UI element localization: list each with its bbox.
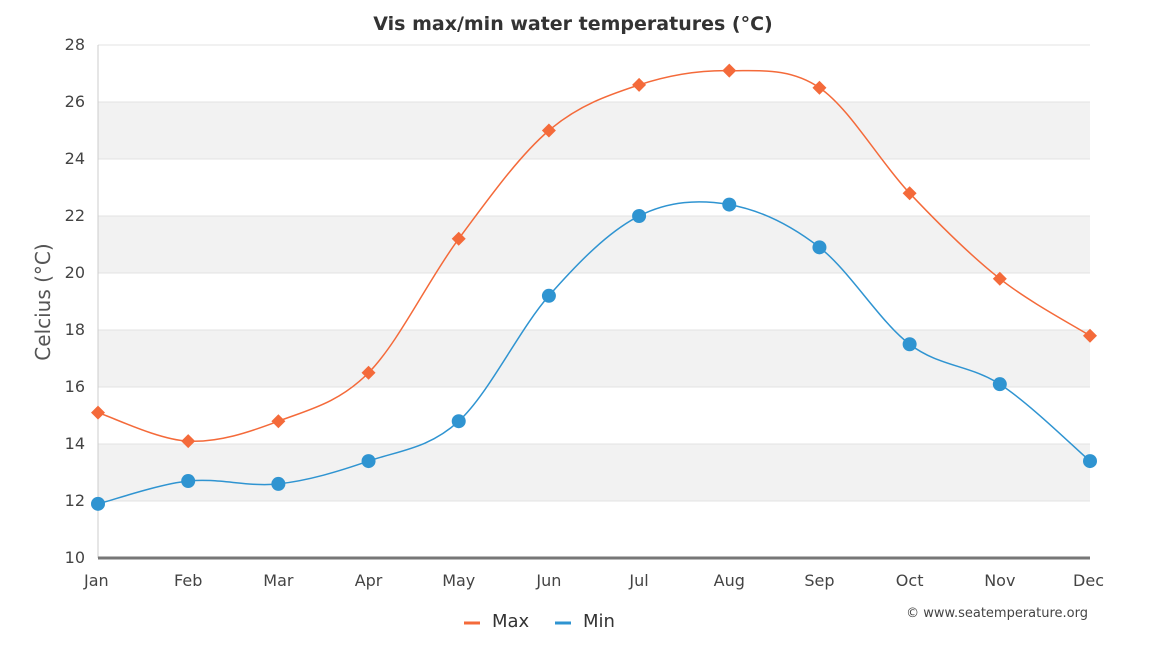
y-tick-label: 20 xyxy=(65,263,85,282)
data-point-max[interactable] xyxy=(91,405,105,420)
x-tick-label: Aug xyxy=(714,571,745,590)
x-tick-label: Nov xyxy=(984,571,1015,590)
data-point-max[interactable] xyxy=(902,186,917,201)
y-axis-ticks: 10 12 14 16 18 20 22 24 26 28 xyxy=(65,35,85,567)
data-point-max[interactable] xyxy=(361,365,376,380)
data-point-min[interactable] xyxy=(91,496,105,511)
data-point-max[interactable] xyxy=(1083,328,1097,343)
series-layer xyxy=(91,63,1097,511)
data-point-max[interactable] xyxy=(992,271,1007,286)
data-point-min[interactable] xyxy=(271,476,286,491)
data-point-max[interactable] xyxy=(271,414,286,429)
data-point-min[interactable] xyxy=(902,337,917,352)
data-point-max[interactable] xyxy=(451,231,466,246)
legend-item-max[interactable]: Max xyxy=(464,611,530,632)
y-tick-label: 16 xyxy=(65,377,85,396)
x-tick-label: May xyxy=(442,571,475,590)
grid-band xyxy=(98,273,1090,330)
grid-band xyxy=(98,159,1090,216)
grid-band xyxy=(98,45,1090,102)
x-tick-label: Apr xyxy=(355,571,383,590)
data-point-max[interactable] xyxy=(812,80,827,95)
grid-band xyxy=(98,387,1090,444)
x-tick-label: Sep xyxy=(804,571,834,590)
grid-band xyxy=(98,501,1090,558)
data-point-min[interactable] xyxy=(812,240,827,255)
data-point-max[interactable] xyxy=(541,123,556,138)
data-point-min[interactable] xyxy=(1083,454,1097,469)
legend-label-min: Min xyxy=(583,611,615,632)
x-tick-label: Jun xyxy=(535,571,561,590)
x-tick-label: Feb xyxy=(174,571,202,590)
y-tick-label: 18 xyxy=(65,320,85,339)
data-point-min[interactable] xyxy=(992,377,1007,392)
credit-link[interactable]: © www.seatemperature.org xyxy=(906,606,1088,621)
data-point-min[interactable] xyxy=(541,288,556,303)
grid-band xyxy=(98,102,1090,159)
y-tick-label: 26 xyxy=(65,92,85,111)
data-point-min[interactable] xyxy=(451,414,466,429)
y-tick-label: 24 xyxy=(65,149,85,168)
legend-item-min[interactable]: Min xyxy=(555,611,615,632)
data-point-min[interactable] xyxy=(181,474,196,489)
y-tick-label: 22 xyxy=(65,206,85,225)
grid-band xyxy=(98,216,1090,273)
x-tick-label: Jul xyxy=(628,571,648,590)
grid-band xyxy=(98,330,1090,387)
data-point-min[interactable] xyxy=(361,454,376,469)
data-point-max[interactable] xyxy=(722,63,737,78)
y-tick-label: 12 xyxy=(65,491,85,510)
x-tick-label: Dec xyxy=(1073,571,1104,590)
grid-bands xyxy=(98,44,1090,559)
legend[interactable]: Max Min xyxy=(464,611,615,632)
y-tick-label: 10 xyxy=(65,548,85,567)
chart-title: Vis max/min water temperatures (°C) xyxy=(373,13,772,35)
data-point-max[interactable] xyxy=(632,77,647,92)
y-tick-label: 14 xyxy=(65,434,85,453)
x-tick-label: Jan xyxy=(83,571,109,590)
legend-label-max: Max xyxy=(492,611,530,632)
data-point-max[interactable] xyxy=(181,434,196,449)
y-tick-label: 28 xyxy=(65,35,85,54)
data-point-min[interactable] xyxy=(632,209,647,223)
grid-band xyxy=(98,444,1090,501)
x-tick-label: Mar xyxy=(263,571,294,590)
data-point-min[interactable] xyxy=(722,197,737,212)
x-tick-label: Oct xyxy=(896,571,924,590)
y-axis-label: Celcius (°C) xyxy=(31,243,55,360)
x-axis-ticks: Jan Feb Mar Apr May Jun Jul Aug Sep Oct Nov Dec xyxy=(83,571,1104,590)
